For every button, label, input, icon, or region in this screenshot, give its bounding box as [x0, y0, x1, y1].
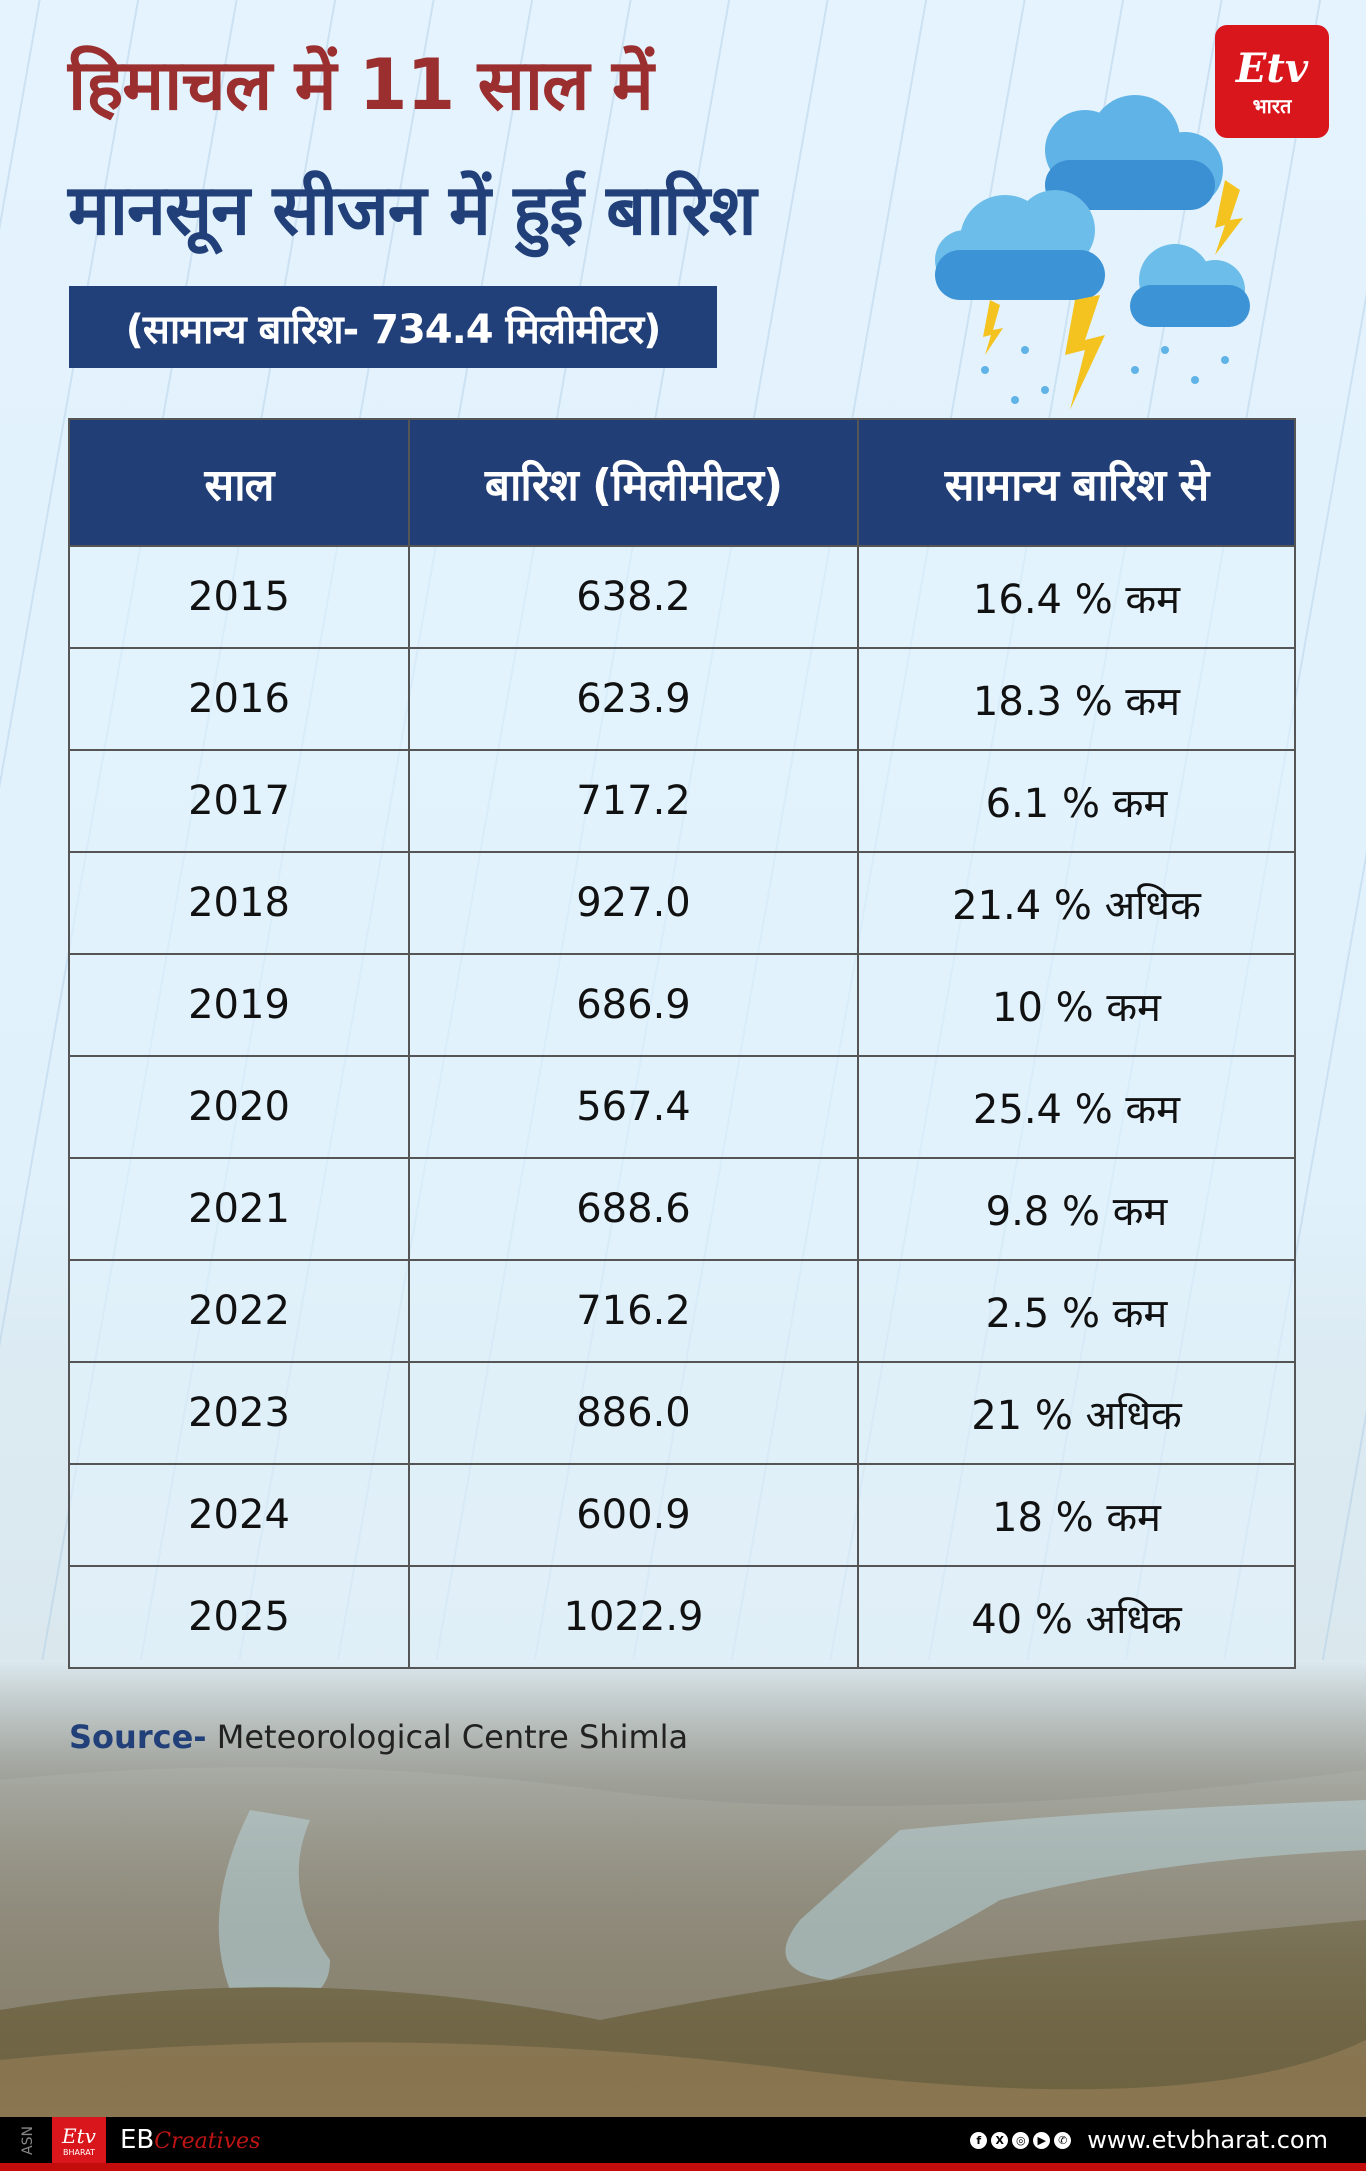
cell-deviation: 21 % अधिक	[857, 1361, 1296, 1465]
table-row: 2025 1022.9 40 % अधिक	[68, 1565, 1296, 1669]
header-rainfall: बारिश (मिलीमीटर)	[408, 418, 859, 547]
cell-rainfall: 717.2	[408, 749, 859, 853]
table-row: 2019 686.9 10 % कम	[68, 953, 1296, 1057]
cell-rainfall: 886.0	[408, 1361, 859, 1465]
cell-year: 2018	[68, 851, 410, 955]
header-year: साल	[68, 418, 410, 547]
cell-year: 2025	[68, 1565, 410, 1669]
cell-deviation: 40 % अधिक	[857, 1565, 1296, 1669]
cell-year: 2022	[68, 1259, 410, 1363]
cell-rainfall: 686.9	[408, 953, 859, 1057]
header-deviation: सामान्य बारिश से	[857, 418, 1296, 547]
storm-clouds-icon	[935, 95, 1250, 410]
cell-year: 2020	[68, 1055, 410, 1159]
cell-rainfall: 1022.9	[408, 1565, 859, 1669]
cell-deviation: 6.1 % कम	[857, 749, 1296, 853]
footer-logo-sub: BHARAT	[63, 2147, 95, 2157]
table-row: 2016 623.9 18.3 % कम	[68, 647, 1296, 751]
footer-logo-text: Etv	[62, 2123, 96, 2148]
table-row: 2021 688.6 9.8 % कम	[68, 1157, 1296, 1261]
facebook-icon[interactable]: f	[970, 2131, 988, 2149]
cell-deviation: 21.4 % अधिक	[857, 851, 1296, 955]
cell-year: 2019	[68, 953, 410, 1057]
youtube-icon[interactable]: ▶	[1033, 2131, 1051, 2149]
cell-year: 2023	[68, 1361, 410, 1465]
whatsapp-icon[interactable]: ✆	[1054, 2131, 1072, 2149]
table-row: 2022 716.2 2.5 % कम	[68, 1259, 1296, 1363]
logo-text: Etv	[1235, 44, 1309, 92]
cell-deviation: 10 % कम	[857, 953, 1296, 1057]
source-text: Meteorological Centre Shimla	[206, 1718, 689, 1756]
social-icons: f X ◎ ▶ ✆	[970, 2131, 1072, 2149]
cell-deviation: 18 % कम	[857, 1463, 1296, 1567]
title-line2: मानसून सीजन में हुई बारिश	[68, 169, 757, 251]
cell-deviation: 16.4 % कम	[857, 545, 1296, 649]
x-icon[interactable]: X	[991, 2131, 1009, 2149]
cell-deviation: 2.5 % कम	[857, 1259, 1296, 1363]
table-header-row: साल बारिश (मिलीमीटर) सामान्य बारिश से	[68, 418, 1296, 547]
landscape-image	[0, 1660, 1366, 2120]
table-row: 2015 638.2 16.4 % कम	[68, 545, 1296, 649]
title-line1: हिमाचल में 11 साल में	[68, 44, 654, 126]
cell-year: 2015	[68, 545, 410, 649]
website-link[interactable]: www.etvbharat.com	[1087, 2126, 1328, 2154]
logo-subtext: भारत	[1252, 93, 1292, 118]
cell-rainfall: 638.2	[408, 545, 859, 649]
cell-year: 2016	[68, 647, 410, 751]
cell-rainfall: 716.2	[408, 1259, 859, 1363]
table-row: 2017 717.2 6.1 % कम	[68, 749, 1296, 853]
table-row: 2020 567.4 25.4 % कम	[68, 1055, 1296, 1159]
cell-rainfall: 623.9	[408, 647, 859, 751]
footer-etv-logo: Etv BHARAT	[52, 2117, 106, 2163]
creatives-text: Creatives	[154, 2129, 261, 2154]
eb-text: EB	[120, 2125, 155, 2155]
cell-deviation: 9.8 % कम	[857, 1157, 1296, 1261]
cell-year: 2024	[68, 1463, 410, 1567]
cell-year: 2021	[68, 1157, 410, 1261]
etv-bharat-logo: Etv भारत	[1215, 25, 1329, 138]
cell-rainfall: 600.9	[408, 1463, 859, 1567]
footer-red-bar	[0, 2163, 1366, 2171]
rainfall-table: साल बारिश (मिलीमीटर) सामान्य बारिश से 20…	[68, 418, 1296, 1669]
cell-rainfall: 567.4	[408, 1055, 859, 1159]
table-row: 2018 927.0 21.4 % अधिक	[68, 851, 1296, 955]
instagram-icon[interactable]: ◎	[1012, 2131, 1030, 2149]
cell-rainfall: 927.0	[408, 851, 859, 955]
cell-year: 2017	[68, 749, 410, 853]
table-row: 2024 600.9 18 % कम	[68, 1463, 1296, 1567]
subtitle-banner: (सामान्य बारिश- 734.4 मिलीमीटर)	[69, 286, 717, 368]
source-note: Source- Meteorological Centre Shimla	[69, 1718, 688, 1756]
cell-deviation: 18.3 % कम	[857, 647, 1296, 751]
footer-bar: ASN Etv BHARAT EBCreatives f X ◎ ▶ ✆ www.…	[0, 2117, 1366, 2163]
asn-label: ASN	[20, 2125, 36, 2155]
cell-rainfall: 688.6	[408, 1157, 859, 1261]
eb-creatives: EBCreatives	[120, 2125, 260, 2155]
table-row: 2023 886.0 21 % अधिक	[68, 1361, 1296, 1465]
cell-deviation: 25.4 % कम	[857, 1055, 1296, 1159]
source-label: Source-	[69, 1718, 207, 1756]
